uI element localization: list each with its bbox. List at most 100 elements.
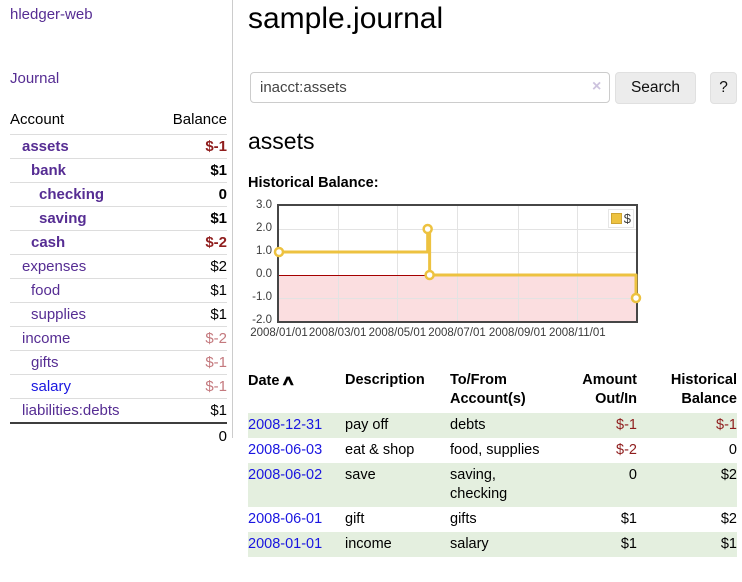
sidebar-item-journal[interactable]: Journal (10, 70, 60, 87)
sidebar: hledger-web Journal Account Balance asse… (0, 0, 233, 449)
x-axis-tick-label: 2008/01/01 (250, 327, 308, 339)
x-axis-tick-label: 2008/07/01 (428, 327, 486, 339)
register-col-accounts: To/From Account(s) (450, 372, 526, 407)
account-balance: $-2 (155, 326, 227, 351)
account-link[interactable]: assets (22, 138, 69, 155)
transaction-balance: $2 (720, 511, 737, 527)
transaction-balance: $2 (720, 467, 737, 483)
account-balance: $2 (155, 254, 227, 279)
transaction-accounts: salary (450, 536, 489, 552)
register-row: 2008-06-03 eat & shop food, supplies $-2 0 (248, 438, 737, 463)
register-row: 2008-01-01 income salary $1 $1 (248, 532, 737, 557)
account-row: assets $-1 (10, 134, 227, 159)
transaction-date-link[interactable]: 2008-06-03 (248, 442, 323, 458)
legend-label: $ (623, 211, 631, 226)
account-link[interactable]: income (22, 330, 71, 347)
x-axis-tick-label: 2008/09/01 (488, 327, 547, 339)
register-row: 2008-12-31 pay off debts $-1 $-1 (248, 413, 737, 438)
account-balance: $1 (155, 302, 227, 327)
transaction-accounts: gifts (450, 511, 477, 527)
transaction-balance: $-1 (716, 417, 737, 433)
clear-search-icon[interactable]: × (592, 78, 602, 95)
accounts-col-balance: Balance (172, 111, 227, 128)
x-gridline (517, 206, 519, 321)
search-button[interactable]: Search (615, 72, 696, 104)
main-content: sample.journal × Search ? assets Histori… (248, 0, 737, 557)
transaction-accounts: food, supplies (450, 442, 540, 458)
chart: $ 3.0 2.0 1.0 0.0 -1.0 -2.0 2008/01/01 2008/03/… (248, 199, 737, 346)
search-help-button[interactable]: ? (710, 72, 737, 104)
account-balance: $-1 (155, 374, 227, 399)
accounts-total-row: 0 (10, 422, 227, 449)
account-balance: $1 (155, 278, 227, 303)
register-col-amount: Amount Out/In (582, 372, 637, 407)
register-table: Date∧ Description To/From Account(s) Amo… (248, 371, 737, 557)
account-balance: $-1 (155, 134, 227, 159)
page-title: sample.journal (248, 2, 444, 35)
account-row: expenses $2 (10, 254, 227, 279)
account-link[interactable]: gifts (31, 354, 59, 371)
accounts-table: Account Balance assets $-1 bank $1 checking 0… (10, 109, 227, 449)
register-col-description: Description (345, 372, 425, 388)
legend-swatch-icon (610, 213, 622, 224)
chart-title: Historical Balance: (248, 175, 379, 191)
account-row: food $1 (10, 278, 227, 303)
register-col-date[interactable]: Date∧ (248, 372, 297, 389)
y-axis-tick-label: 3.0 (256, 199, 272, 211)
account-link[interactable]: saving (39, 210, 87, 227)
account-link[interactable]: bank (31, 162, 67, 179)
account-link[interactable]: cash (31, 234, 66, 251)
transaction-description: gift (345, 511, 365, 527)
x-axis-tick-label: 2008/03/01 (308, 327, 367, 339)
transaction-accounts: debts (450, 417, 486, 433)
transaction-description: eat & shop (345, 442, 415, 458)
accounts-col-account: Account (10, 111, 65, 128)
register-row: 2008-06-01 gift gifts $1 $2 (248, 507, 737, 532)
account-link[interactable]: liabilities:debts (22, 402, 120, 419)
search-input[interactable] (250, 72, 610, 103)
account-row: gifts $-1 (10, 350, 227, 375)
transaction-description: save (345, 467, 376, 483)
transaction-date-link[interactable]: 2008-12-31 (248, 417, 323, 433)
account-balance: $1 (155, 398, 227, 423)
account-row: saving $1 (10, 206, 227, 231)
transaction-date-link[interactable]: 2008-06-01 (248, 511, 323, 527)
accounts-total-value: 0 (10, 422, 227, 449)
x-gridline (457, 206, 458, 321)
account-link[interactable]: checking (39, 186, 105, 203)
y-axis-tick-label: -2.0 (252, 314, 272, 326)
account-balance: $-2 (155, 230, 227, 255)
account-balance: $1 (155, 158, 227, 183)
chart-legend: $ (607, 209, 634, 228)
transaction-description: pay off (345, 417, 389, 433)
account-row: liabilities:debts $1 (10, 398, 227, 423)
account-row: salary $-1 (10, 374, 227, 399)
account-link[interactable]: supplies (31, 306, 87, 323)
data-point-marker (630, 292, 642, 304)
register-row: 2008-06-02 save saving, checking 0 $2 (248, 463, 737, 507)
app-title-link[interactable]: hledger-web (10, 6, 93, 23)
chart-plot: $ (273, 204, 642, 323)
transaction-description: income (345, 536, 392, 552)
transaction-date-link[interactable]: 2008-06-02 (248, 467, 323, 483)
data-point-marker (273, 246, 285, 258)
transaction-amount: 0 (628, 467, 637, 483)
account-row: bank $1 (10, 158, 227, 183)
balance-line-series (273, 223, 642, 304)
transaction-date-link[interactable]: 2008-01-01 (248, 536, 323, 552)
account-link[interactable]: expenses (22, 258, 87, 275)
x-axis-tick-label: 2008/11/01 (548, 327, 606, 339)
account-link[interactable]: salary (31, 378, 72, 395)
y-axis-tick-label: 2.0 (256, 222, 272, 234)
y-axis-tick-label: 1.0 (256, 245, 272, 257)
transaction-accounts: saving, checking (450, 467, 508, 502)
x-gridline (397, 206, 399, 321)
account-heading: assets (248, 128, 315, 154)
data-point-marker (422, 223, 433, 235)
account-table-body: assets $-1 bank $1 checking 0 saving $1 cash $-2 e… (10, 134, 227, 423)
account-balance: 0 (155, 182, 227, 207)
x-axis-tick-label: 2008/05/01 (368, 327, 427, 339)
x-gridline (337, 206, 339, 321)
account-link[interactable]: food (31, 282, 61, 299)
transaction-amount: $1 (620, 511, 637, 527)
